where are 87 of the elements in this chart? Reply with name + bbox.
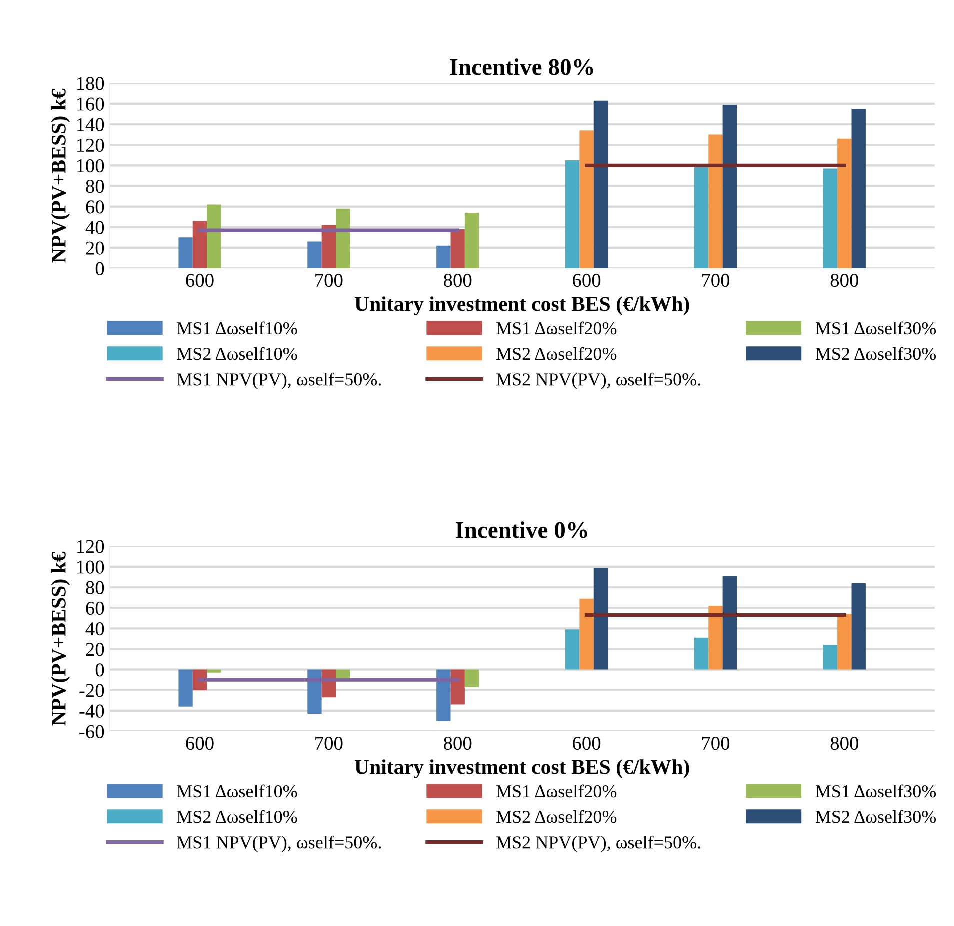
bar — [322, 225, 336, 269]
y-tick-label: 80 — [86, 581, 104, 594]
y-tick-label: -40 — [80, 704, 104, 718]
legend-label: MS2 NPV(PV), ωself=50%. — [496, 372, 700, 390]
legend-label: MS1 Δωself10% — [177, 784, 298, 798]
legend-label: MS1 NPV(PV), ωself=50%. — [177, 372, 382, 390]
bar — [823, 168, 838, 269]
y-tick-label: 180 — [77, 77, 104, 90]
bar — [336, 208, 350, 269]
x-tick-label: 700 — [316, 736, 343, 750]
x-tick-label: 800 — [444, 736, 472, 750]
legend-label: MS1 Δωself30% — [816, 784, 936, 798]
legend-label: MS2 Δωself20% — [496, 347, 617, 360]
legend-label: MS2 Δωself30% — [816, 347, 936, 360]
y-tick-label: 40 — [86, 622, 104, 636]
y-tick-label: 120 — [77, 138, 104, 152]
bar — [566, 630, 580, 670]
legend-label: MS1 Δωself10% — [177, 322, 298, 335]
y-tick-label: 20 — [86, 242, 104, 255]
bar — [192, 221, 208, 269]
bar — [580, 598, 594, 670]
x-tick-label: 800 — [830, 736, 859, 750]
bar — [594, 100, 608, 269]
x-tick-label: 800 — [830, 274, 859, 288]
bar — [464, 212, 480, 269]
bar — [178, 670, 193, 707]
y-tick-label: 0 — [96, 664, 104, 677]
bar — [708, 606, 723, 670]
legend-label: MS2 Δωself10% — [177, 810, 298, 824]
x-tick-label: 600 — [573, 736, 601, 750]
y-tick-label: 60 — [86, 602, 104, 616]
bar — [450, 229, 465, 269]
chart-title: Incentive 80% — [450, 58, 594, 76]
y-tick-label: 160 — [77, 98, 104, 111]
y-tick-label: -60 — [80, 725, 104, 738]
x-tick-label: 600 — [186, 274, 214, 288]
legend-label: MS1 Δωself20% — [496, 784, 617, 798]
bar — [722, 104, 737, 269]
bar — [178, 238, 193, 269]
bar — [450, 670, 465, 705]
y-tick-label: 80 — [86, 180, 104, 194]
y-tick-label: 100 — [77, 560, 104, 574]
chart-title: Incentive 0% — [456, 522, 588, 538]
legend-label: MS1 Δωself20% — [496, 322, 617, 335]
bar — [436, 246, 451, 269]
legend-label: MS2 Δωself20% — [496, 810, 617, 824]
legend-label: MS1 Δωself30% — [816, 322, 936, 335]
bar — [838, 614, 852, 670]
bar — [708, 134, 723, 269]
legend-label: MS1 NPV(PV), ωself=50%. — [177, 836, 382, 852]
y-tick-label: 40 — [86, 221, 104, 234]
bar — [308, 670, 322, 714]
x-tick-label: 800 — [444, 274, 472, 288]
legend-label: MS2 Δωself10% — [177, 347, 298, 360]
y-tick-label: 20 — [86, 643, 104, 656]
bar — [308, 242, 322, 269]
x-tick-label: 600 — [573, 274, 601, 288]
bar — [580, 130, 594, 269]
bar — [694, 638, 709, 670]
y-tick-label: 100 — [77, 159, 104, 173]
y-tick-label: 140 — [77, 118, 104, 132]
x-tick-label: 700 — [702, 274, 730, 288]
y-tick-label: -20 — [80, 684, 104, 698]
bar — [436, 670, 451, 722]
bar — [852, 583, 866, 670]
legend-label: MS2 NPV(PV), ωself=50%. — [496, 836, 700, 852]
y-axis-title: NPV(PV+BESS) k€ — [51, 88, 70, 263]
bar — [722, 576, 737, 670]
x-tick-label: 700 — [316, 274, 343, 288]
bar — [823, 645, 838, 670]
bar — [694, 166, 709, 269]
x-axis-title: Unitary investment cost BES (€/kWh) — [355, 296, 690, 316]
y-axis-title: NPV(PV+BESS) k€ — [51, 552, 70, 726]
y-tick-label: 0 — [96, 262, 104, 276]
x-tick-label: 700 — [702, 736, 730, 750]
bar — [594, 568, 608, 670]
y-tick-label: 120 — [77, 540, 104, 554]
bar — [207, 670, 222, 673]
y-tick-label: 60 — [86, 200, 104, 214]
bar — [566, 160, 580, 269]
legend-label: MS2 Δωself30% — [816, 810, 936, 824]
x-axis-title: Unitary investment cost BES (€/kWh) — [355, 760, 690, 779]
bar — [852, 109, 866, 269]
bar — [464, 670, 480, 688]
x-tick-label: 600 — [186, 736, 214, 750]
bar — [838, 138, 852, 269]
bar — [207, 204, 222, 269]
